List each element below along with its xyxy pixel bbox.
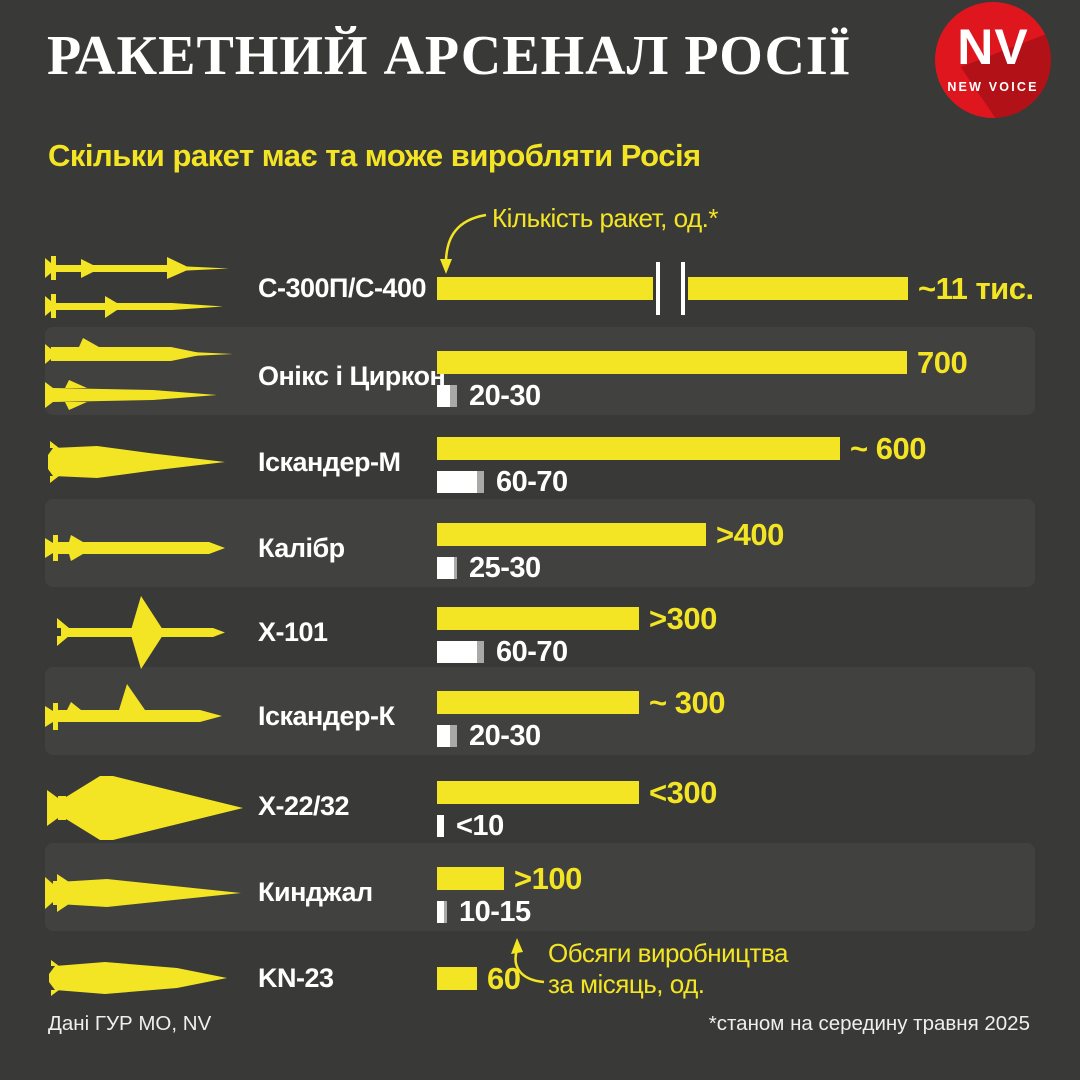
iskander-k-missile-icon (45, 684, 222, 730)
missile-name: Іскандер-М (258, 447, 401, 477)
quantity-bar (437, 967, 477, 990)
missile-name: Іскандер-К (258, 701, 395, 731)
nv-logo-name: NEW VOICE (947, 80, 1039, 94)
production-value: <10 (456, 810, 504, 842)
quantity-bar (437, 781, 639, 804)
axis-break-tick (681, 262, 685, 315)
axis-break-tick (656, 262, 660, 315)
nv-logo: NV NEW VOICE (935, 2, 1051, 118)
production-annotation: Обсяги виробництва за місяць, од. (548, 938, 788, 1000)
production-bar-range (477, 471, 484, 493)
quantity-value: ~11 тис. (918, 271, 1034, 306)
page-subtitle: Скільки ракет має та може виробляти Росі… (48, 138, 701, 173)
quantity-value: <300 (649, 775, 717, 810)
production-bar (437, 557, 454, 579)
footer-source: Дані ГУР МО, NV (48, 1012, 212, 1035)
row-band (45, 843, 1035, 931)
production-value: 20-30 (469, 380, 541, 412)
quantity-value: ~ 600 (850, 431, 926, 466)
quantity-bar (437, 691, 639, 714)
page-title: РАКЕТНИЙ АРСЕНАЛ РОСІЇ (47, 25, 852, 87)
missile-name: Кинджал (258, 877, 373, 907)
production-annotation-line2: за місяць, од. (548, 969, 705, 999)
production-bar-range (450, 385, 457, 407)
production-bar (437, 471, 477, 493)
missile-name: Х-101 (258, 617, 328, 647)
production-bar (437, 641, 477, 663)
nv-logo-initials: NV (957, 19, 1029, 75)
s300-missile-icon (45, 256, 229, 318)
quantity-bar (437, 867, 504, 890)
production-bar-range (477, 641, 484, 663)
production-value: 20-30 (469, 720, 541, 752)
missile-name: Онікс і Циркон (258, 361, 446, 391)
production-bar (437, 815, 444, 837)
quantity-value: >100 (514, 861, 582, 896)
footer-note: *станом на середину травня 2025 (708, 1012, 1030, 1035)
production-value: 10-15 (459, 896, 531, 928)
production-bar-range (444, 901, 447, 923)
quantity-bar (437, 437, 840, 460)
quantity-bar (437, 351, 907, 374)
kalibr-missile-icon (45, 535, 225, 561)
quantity-value: ~ 300 (649, 685, 725, 720)
production-value: 60-70 (496, 466, 568, 498)
production-bar (437, 725, 450, 747)
production-bar-range (450, 725, 457, 747)
quantity-value: 700 (917, 345, 968, 380)
missile-name: KN-23 (258, 963, 334, 993)
oniks-missile-icon (45, 338, 233, 410)
quantity-bar (437, 523, 706, 546)
missile-name: Х-22/32 (258, 791, 350, 821)
production-bar (437, 385, 450, 407)
iskander-m-missile-icon (48, 441, 225, 483)
quantity-bar (688, 277, 908, 300)
x22-missile-icon (47, 776, 243, 840)
production-bar (437, 901, 444, 923)
production-value: 25-30 (469, 552, 541, 584)
quantity-value: >400 (716, 517, 784, 552)
kn23-missile-icon (49, 960, 227, 996)
x101-missile-icon (57, 596, 225, 669)
quantity-bar (437, 607, 639, 630)
production-bar-range (454, 557, 457, 579)
quantity-value: >300 (649, 601, 717, 636)
quantity-bar (437, 277, 653, 300)
production-annotation-line1: Обсяги виробництва (548, 938, 788, 968)
production-value: 60-70 (496, 636, 568, 668)
quantity-value: 60 (487, 961, 521, 996)
missile-name: Калібр (258, 533, 345, 563)
quantity-annotation: Кількість ракет, од.* (492, 203, 719, 233)
kinzhal-missile-icon (45, 874, 241, 912)
missile-name: С-300П/С-400 (258, 273, 426, 303)
